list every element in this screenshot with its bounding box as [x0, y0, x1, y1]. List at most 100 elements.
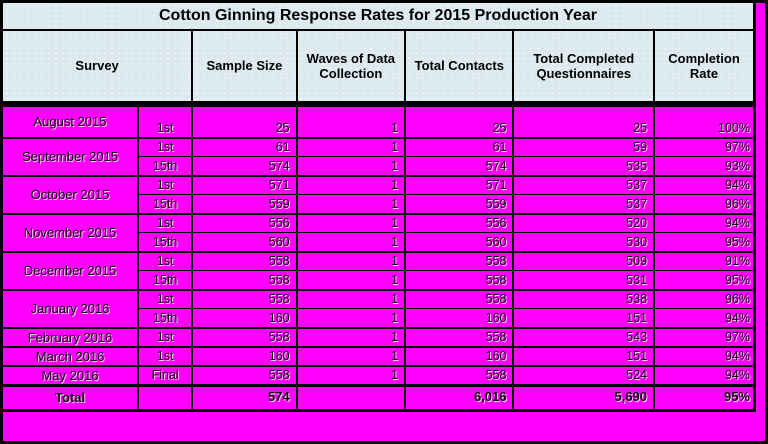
survey-month-cell: December 2015: [0, 251, 140, 291]
sample-size-cell: 160: [191, 346, 298, 367]
wave-cell: 15th: [137, 156, 194, 177]
total-contacts-cell: 571: [404, 175, 515, 195]
table-row: 15th 574 1 574 535 93%: [2, 156, 756, 177]
waves-of-data-collection-cell: 1: [295, 346, 407, 367]
total-contacts-cell: 61: [404, 137, 515, 157]
col-header-sample-size: Sample Size: [191, 29, 298, 107]
completion-rate-cell: 93%: [653, 156, 756, 177]
waves-of-data-collection-cell: 1: [295, 137, 407, 157]
wave-cell: 1st: [137, 137, 194, 157]
total-row: Total 574 6,016 5,690 95%: [0, 383, 756, 410]
table-row: May 2016 Final 558 1 558 524 94%: [0, 365, 756, 386]
table-row: 15th 560 1 560 530 95%: [2, 232, 756, 253]
table-row: 15th 559 1 559 537 96%: [2, 194, 756, 215]
total-contacts-cell: 560: [404, 232, 515, 253]
survey-month-cell: November 2015: [0, 213, 140, 253]
total-contacts-cell: 25: [404, 103, 515, 139]
total-contacts-cell: 6,016: [404, 383, 515, 410]
total-contacts-cell: 558: [404, 289, 515, 309]
completion-rate-cell: 94%: [653, 308, 756, 329]
wave-cell: Final: [137, 365, 194, 386]
completion-rate-cell: 100%: [653, 103, 756, 139]
completed-questionnaires-cell: 535: [512, 156, 656, 177]
col-header-total-contacts: Total Contacts: [404, 29, 515, 107]
table-row: March 2016 1st 160 1 160 151 94%: [0, 346, 756, 367]
total-contacts-cell: 558: [404, 327, 515, 348]
total-contacts-cell: 559: [404, 194, 515, 215]
table-body: August 2015 1st 25 1 25 25 100% September 2015 1…: [0, 103, 756, 386]
table-row: 15th 558 1 558 531 95%: [2, 270, 756, 291]
completed-questionnaires-cell: 543: [512, 327, 656, 348]
survey-month-cell: February 2016: [0, 327, 140, 348]
completion-rate-cell: 95%: [653, 232, 756, 253]
col-header-survey: Survey: [0, 29, 194, 107]
wave-cell: 1st: [137, 213, 194, 233]
completion-rate-cell: 94%: [653, 346, 756, 367]
total-contacts-cell: 556: [404, 213, 515, 233]
table-row: 15th 160 1 160 151 94%: [2, 308, 756, 329]
sample-size-cell: 61: [191, 137, 298, 157]
total-contacts-cell: 558: [404, 270, 515, 291]
waves-of-data-collection-cell: 1: [295, 327, 407, 348]
title-row: Cotton Ginning Response Rates for 2015 P…: [1, 1, 755, 31]
wave-cell: 1st: [137, 346, 194, 367]
waves-of-data-collection-cell: 1: [295, 289, 407, 309]
total-waves-cell: [295, 383, 407, 410]
completed-questionnaires-cell: 25: [512, 103, 656, 139]
survey-month-cell: May 2016: [0, 365, 140, 386]
waves-of-data-collection-cell: 1: [295, 175, 407, 195]
wave-cell: 15th: [137, 232, 194, 253]
total-contacts-cell: 558: [404, 365, 515, 386]
sample-size-cell: 560: [191, 232, 298, 253]
wave-cell: 1st: [137, 327, 194, 348]
sample-size-cell: 574: [191, 156, 298, 177]
survey-month-cell: October 2015: [0, 175, 140, 215]
completion-rate-cell: 97%: [653, 327, 756, 348]
sample-size-cell: 556: [191, 213, 298, 233]
waves-of-data-collection-cell: 1: [295, 270, 407, 291]
total-contacts-cell: 558: [404, 251, 515, 271]
sample-size-cell: 25: [191, 103, 298, 139]
sample-size-cell: 571: [191, 175, 298, 195]
survey-month-cell: September 2015: [0, 137, 140, 177]
wave-cell: 1st: [137, 103, 194, 139]
waves-of-data-collection-cell: 1: [295, 365, 407, 386]
total-wave-cell: [137, 383, 194, 410]
completed-questionnaires-cell: 151: [512, 308, 656, 329]
completed-questionnaires-cell: 524: [512, 365, 656, 386]
total-completion-rate-cell: 95%: [653, 383, 756, 410]
table-row: December 2015 1st 558 1 558 509 91%: [0, 251, 756, 291]
wave-cell: 15th: [137, 308, 194, 329]
completed-questionnaires-cell: 537: [512, 194, 656, 215]
sample-size-cell: 558: [191, 365, 298, 386]
sample-size-cell: 558: [191, 289, 298, 309]
wave-cell: 1st: [137, 251, 194, 271]
waves-of-data-collection-cell: 1: [295, 156, 407, 177]
col-header-total-completed-questionnaires: Total Completed Questionnaires: [512, 29, 656, 107]
completed-questionnaires-cell: 538: [512, 289, 656, 309]
waves-of-data-collection-cell: 1: [295, 251, 407, 271]
sample-size-cell: 559: [191, 194, 298, 215]
total-contacts-cell: 160: [404, 346, 515, 367]
completion-rate-cell: 95%: [653, 270, 756, 291]
completion-rate-cell: 97%: [653, 137, 756, 157]
waves-of-data-collection-cell: 1: [295, 194, 407, 215]
waves-of-data-collection-cell: 1: [295, 308, 407, 329]
total-completed-cell: 5,690: [512, 383, 656, 410]
waves-of-data-collection-cell: 1: [295, 232, 407, 253]
sample-size-cell: 558: [191, 251, 298, 271]
total-contacts-cell: 574: [404, 156, 515, 177]
total-contacts-cell: 160: [404, 308, 515, 329]
survey-month-cell: August 2015: [0, 103, 140, 139]
survey-month-cell: January 2016: [0, 289, 140, 329]
wave-cell: 15th: [137, 194, 194, 215]
completed-questionnaires-cell: 520: [512, 213, 656, 233]
total-sample-size-cell: 574: [191, 383, 298, 410]
sample-size-cell: 558: [191, 270, 298, 291]
column-header-row: Survey Sample Size Waves of Data Collect…: [0, 29, 756, 107]
table-row: January 2016 1st 558 1 558 538 96%: [0, 289, 756, 329]
wave-cell: 1st: [137, 289, 194, 309]
wave-cell: 1st: [137, 175, 194, 195]
completion-rate-cell: 91%: [653, 251, 756, 271]
